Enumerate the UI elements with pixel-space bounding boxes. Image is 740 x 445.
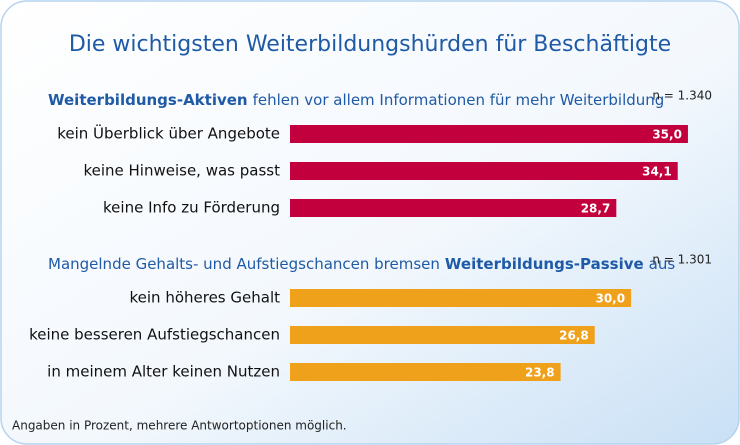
category-label: kein höheres Gehalt — [130, 289, 281, 307]
value-label: 26,8 — [559, 329, 589, 343]
bar — [290, 289, 632, 307]
panel-subtitle: Weiterbildungs-Aktiven fehlen vor allem I… — [48, 91, 664, 109]
bar — [290, 363, 561, 381]
bar — [290, 125, 688, 143]
subtitle-part: aus — [649, 255, 676, 273]
subtitle-part: fehlen vor allem Informationen für mehr … — [253, 91, 665, 109]
bar — [290, 326, 595, 344]
category-label: keine Info zu Förderung — [103, 199, 280, 217]
value-label: 23,8 — [525, 366, 555, 380]
category-label: kein Überblick über Angebote — [57, 124, 280, 143]
category-label: keine besseren Aufstiegschancen — [29, 326, 280, 344]
value-label: 35,0 — [652, 128, 682, 142]
subtitle-part: Weiterbildungs-Aktiven — [48, 91, 248, 109]
bar — [290, 199, 617, 217]
sample-note: n = 1.340 — [652, 89, 712, 103]
sample-note: n = 1.301 — [652, 253, 712, 267]
bar — [290, 162, 678, 180]
subtitle-part: Mangelnde Gehalts- und Aufstiegschancen … — [48, 255, 440, 273]
panel-subtitle: Mangelnde Gehalts- und Aufstiegschancen … — [48, 255, 675, 273]
category-label: keine Hinweise, was passt — [83, 162, 280, 180]
value-label: 30,0 — [595, 292, 625, 306]
value-label: 34,1 — [642, 165, 672, 179]
chart-title: Die wichtigsten Weiterbildungshürden für… — [69, 32, 671, 57]
value-label: 28,7 — [581, 202, 611, 216]
subtitle-part: Weiterbildungs-Passive — [445, 255, 644, 273]
footnote: Angaben in Prozent, mehrere Antwortoptio… — [12, 419, 347, 433]
category-label: in meinem Alter keinen Nutzen — [47, 363, 280, 381]
